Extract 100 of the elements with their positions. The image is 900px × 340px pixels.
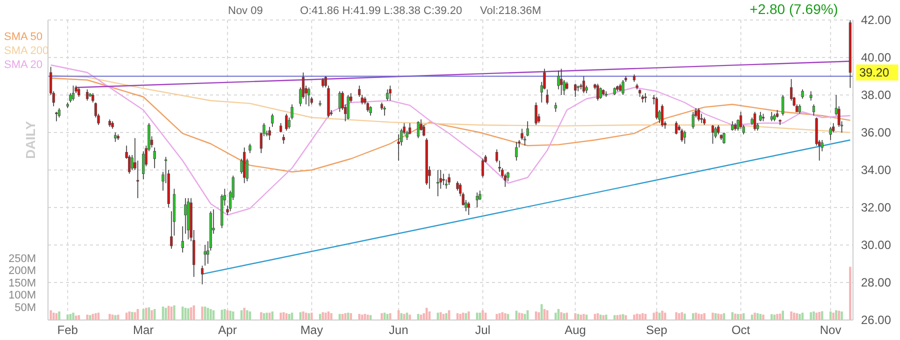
candlestick <box>268 126 271 140</box>
candlestick <box>683 130 686 144</box>
bar <box>698 314 700 320</box>
candlestick <box>582 76 586 94</box>
candlestick <box>448 173 450 186</box>
bar <box>524 314 526 320</box>
bar <box>246 310 248 320</box>
candlestick <box>388 85 392 102</box>
candlestick <box>526 120 529 137</box>
bar <box>821 311 824 320</box>
candlestick <box>731 120 734 132</box>
candlestick <box>285 113 288 132</box>
bar <box>554 312 557 320</box>
candlestick <box>515 141 518 162</box>
bar <box>302 311 304 320</box>
candlestick <box>596 83 600 102</box>
bar <box>445 313 448 320</box>
text: Nov 09 <box>228 5 263 17</box>
bar <box>476 312 478 320</box>
y-tick-label: 40.00 <box>861 50 892 64</box>
candlestick <box>680 128 684 142</box>
text: Vol:218.36M <box>480 5 542 17</box>
candlestick <box>829 126 832 140</box>
y2-tick-label: 50M <box>14 302 36 314</box>
candlestick <box>622 80 624 96</box>
series-label: SMA 200 <box>4 45 49 57</box>
candlestick <box>644 92 647 103</box>
candlestick <box>338 90 342 112</box>
y-tick-label: 28.00 <box>861 276 892 290</box>
bar <box>459 314 462 320</box>
bar <box>835 310 838 320</box>
bar <box>266 312 268 320</box>
bar <box>338 314 341 320</box>
candlestick <box>546 88 549 105</box>
bar <box>260 312 262 320</box>
y2-tick-label: 150M <box>8 277 36 290</box>
bar <box>605 314 608 320</box>
x-tick-label: Nov <box>820 323 842 337</box>
candlestick <box>554 102 557 112</box>
candlestick <box>534 102 538 126</box>
bar <box>619 314 622 320</box>
bar <box>288 314 290 320</box>
bar <box>358 314 360 320</box>
bar <box>145 308 148 320</box>
bar <box>661 310 664 320</box>
bar <box>790 311 792 320</box>
candlestick <box>181 226 184 253</box>
bar <box>366 314 369 320</box>
bar <box>324 312 327 320</box>
bar <box>762 314 764 320</box>
bar <box>798 314 801 320</box>
y-tick-label: 36.00 <box>861 126 892 140</box>
candlestick <box>248 143 252 154</box>
candlestick <box>655 96 658 120</box>
bar <box>440 312 442 320</box>
candlestick <box>346 94 350 120</box>
y2-tick-label: 100M <box>8 290 36 302</box>
bar <box>770 314 773 320</box>
y-tick-label: 30.00 <box>861 238 892 252</box>
bar <box>308 313 310 320</box>
candlestick <box>481 158 484 178</box>
candlestick <box>801 88 804 100</box>
bar <box>187 308 190 320</box>
bar <box>224 309 226 320</box>
bar <box>330 313 332 320</box>
candlestick <box>812 104 816 116</box>
bar <box>633 314 636 320</box>
candlestick <box>697 108 700 122</box>
candlestick <box>308 87 310 107</box>
candlestick <box>810 90 812 102</box>
candlestick <box>560 68 563 96</box>
bar <box>201 306 204 320</box>
y-tick-label: 42.00 <box>861 13 892 27</box>
bar <box>417 314 420 320</box>
bar <box>720 314 722 320</box>
candlestick <box>369 106 372 116</box>
bar <box>840 311 843 320</box>
bar <box>210 309 212 320</box>
bar <box>164 308 167 320</box>
bar <box>496 314 498 320</box>
bar <box>703 313 706 320</box>
candlestick <box>184 198 187 234</box>
candlestick <box>153 147 156 169</box>
bar <box>280 312 282 320</box>
bar <box>546 310 548 320</box>
candlestick <box>282 134 285 144</box>
candlestick <box>204 244 206 266</box>
text: +2.80 (7.69%) <box>750 1 838 17</box>
bar <box>712 312 714 320</box>
candlestick <box>674 120 678 135</box>
candlestick <box>416 120 420 139</box>
x-tick-label: Jun <box>388 323 408 337</box>
bar <box>624 315 627 320</box>
y-tick-label: 34.00 <box>861 163 892 177</box>
bar <box>380 313 383 320</box>
bar <box>518 312 520 320</box>
bar <box>243 308 246 320</box>
bar <box>310 312 313 320</box>
candlestick <box>271 113 274 128</box>
candlestick <box>717 124 720 135</box>
